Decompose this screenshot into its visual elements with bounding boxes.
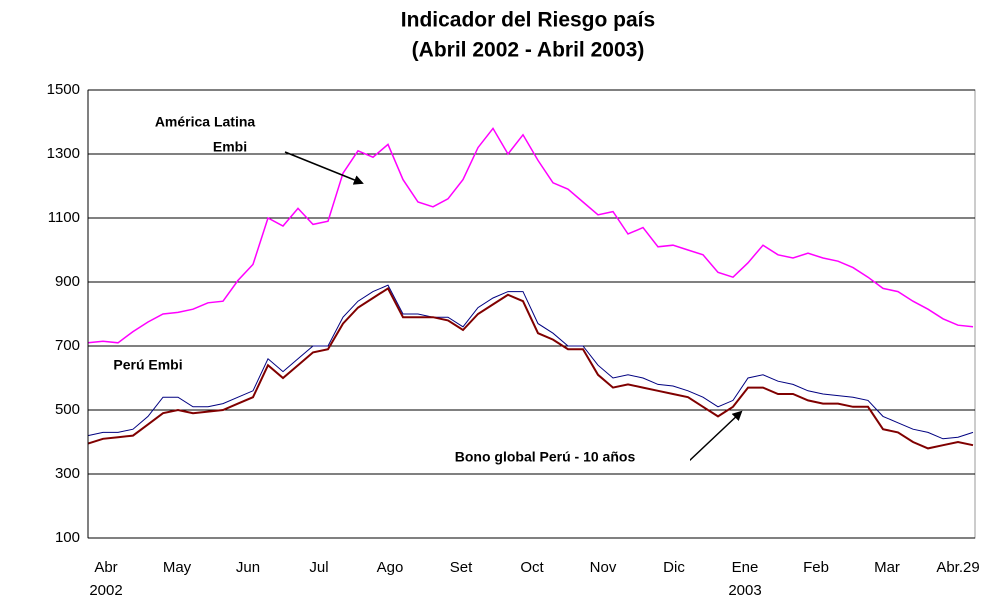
x-tick-label: Abr [94,559,117,576]
x-tick-label: Abr.29 [936,559,979,576]
y-tick-label: 1500 [47,81,80,98]
x-tick-label: Ene [732,559,759,576]
x-tick-label: Dic [663,559,685,576]
legend-label: Embi [213,139,247,155]
y-tick-label: 900 [55,273,80,290]
plot-area [87,89,976,539]
chart-title: Indicador del Riesgo país [401,9,655,32]
x-tick-label: Jul [309,559,328,576]
lines [87,127,974,450]
grid [88,89,975,539]
x-tick-label: Feb [803,559,829,576]
y-tick-label: 1100 [48,209,80,226]
y-tick-label: 100 [55,529,80,546]
x-tick-label: Nov [590,559,617,576]
series-line [87,127,974,344]
label-background [408,446,690,470]
series-line [87,284,974,440]
y-tick-label: 300 [55,465,80,482]
x-tick-label: Set [450,559,473,576]
x-tick-label: May [163,559,192,576]
y-tick-label: 500 [55,401,80,418]
x-tick-label: Mar [874,559,900,576]
x-year-label: 2003 [728,582,761,599]
y-tick-label: 700 [55,337,80,354]
arrow [284,151,364,185]
x-tick-label: Jun [236,559,260,576]
legend-label: Perú Embi [113,357,182,373]
x-tick-label: Oct [520,559,544,576]
chart-title: (Abril 2002 - Abril 2003) [412,39,645,62]
legend-label: Bono global Perú - 10 años [455,449,636,465]
annotations: América Latina Embi Perú Embi Bono global P… [113,114,690,470]
arrow [687,410,743,463]
legend-label: América Latina [155,114,256,130]
series-line [87,286,974,450]
y-tick-label: 1300 [47,145,80,162]
x-year-label: 2002 [89,582,122,599]
x-tick-label: Ago [377,559,404,576]
